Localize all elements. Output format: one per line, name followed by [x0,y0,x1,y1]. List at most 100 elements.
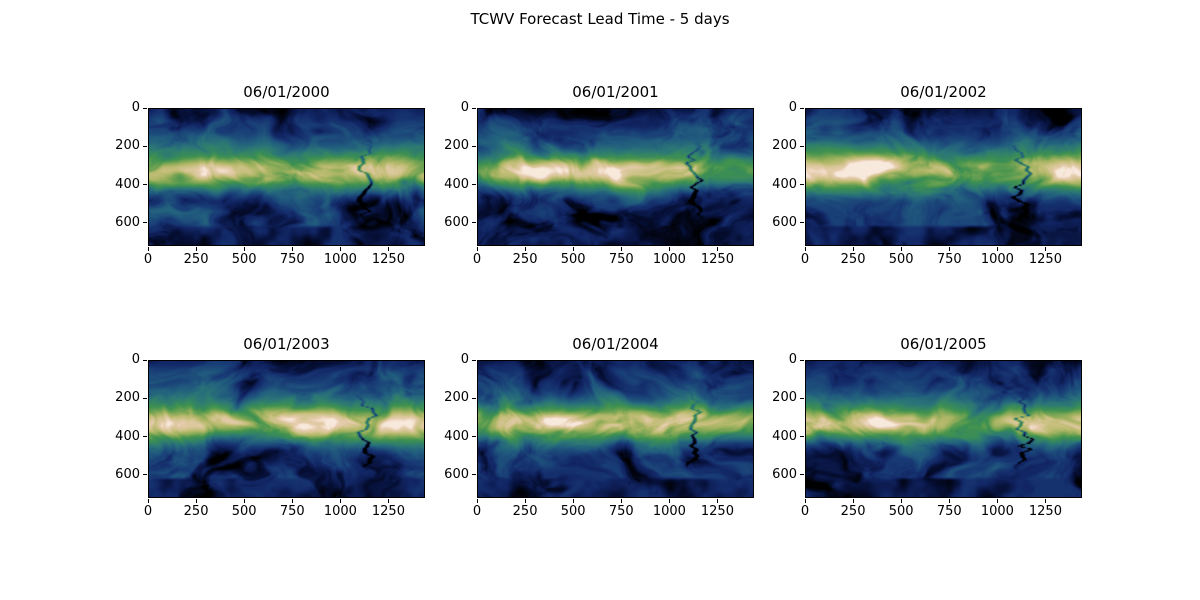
x-tick-label: 500 [888,504,914,519]
x-tick-mark [620,247,622,251]
x-tick-mark [668,499,670,503]
y-tick-mark [800,107,804,109]
x-tick-label: 0 [472,252,482,267]
x-tick-label: 250 [183,504,209,519]
x-tick-label: 250 [840,252,866,267]
x-tick-label: 1000 [652,252,686,267]
x-tick-label: 250 [183,252,209,267]
y-tick-label: 0 [460,100,469,115]
x-tick-mark [668,247,670,251]
subplot-2005: 06/01/2005 0 250 500 750 1000 1250 0 200 400 600 [772,335,1082,519]
figure-suptitle: TCWV Forecast Lead Time - 5 days [470,10,730,28]
x-tick-label: 1000 [323,504,357,519]
y-tick-label: 400 [115,428,140,444]
x-tick-mark [243,247,245,251]
x-tick-label: 0 [143,504,153,519]
heatmap-axes [805,108,1082,246]
heatmap-axes [148,108,425,246]
y-tick-label: 200 [115,390,140,406]
tcwv-heatmap-canvas [806,109,1081,245]
y-tick-label: 600 [772,214,797,230]
y-tick-label: 0 [788,100,797,115]
subplot-2004: 06/01/2004 0 250 500 750 1000 1250 0 200 400 600 [444,335,754,519]
x-tick-label: 1250 [700,252,734,267]
x-tick-mark [476,247,478,251]
x-tick-mark [716,499,718,503]
x-tick-mark [900,247,902,251]
y-tick-label: 400 [115,176,140,192]
y-tick-label: 600 [772,466,797,482]
y-tick-mark [800,474,804,476]
heatmap-axes [805,360,1082,498]
x-tick-mark [948,247,950,251]
x-tick-mark [476,499,478,503]
x-tick-mark [387,247,389,251]
x-tick-label: 750 [936,504,962,519]
x-tick-label: 0 [143,252,153,267]
x-tick-mark [147,247,149,251]
x-tick-label: 1250 [1028,252,1062,267]
y-tick-label: 0 [131,352,140,367]
y-tick-mark [800,359,804,361]
y-tick-label: 200 [772,390,797,406]
x-tick-mark [948,499,950,503]
y-tick-mark [800,184,804,186]
x-tick-mark [524,247,526,251]
x-tick-mark [339,499,341,503]
x-tick-label: 1000 [323,252,357,267]
x-tick-mark [852,247,854,251]
y-tick-mark [143,359,147,361]
x-tick-label: 500 [231,252,257,267]
y-tick-mark [800,397,804,399]
x-tick-label: 750 [279,252,305,267]
x-tick-label: 1250 [371,504,405,519]
heatmap-axes [477,360,754,498]
subplot-2001: 06/01/2001 0 250 500 750 1000 1250 0 200 400 600 [444,83,754,267]
subplot-title: 06/01/2001 [572,83,659,101]
tcwv-heatmap-canvas [478,361,753,497]
x-tick-label: 1000 [980,504,1014,519]
x-tick-mark [716,247,718,251]
y-tick-mark [800,222,804,224]
y-tick-mark [472,107,476,109]
subplot-2000: 06/01/2000 0 250 500 750 1000 1250 0 200 400 600 [115,83,425,267]
subplot-title: 06/01/2002 [900,83,987,101]
x-tick-mark [524,499,526,503]
y-tick-label: 600 [115,466,140,482]
y-tick-mark [143,436,147,438]
x-tick-label: 750 [608,504,634,519]
subplot-2002: 06/01/2002 0 250 500 750 1000 1250 0 200 400 600 [772,83,1082,267]
tcwv-heatmap-canvas [478,109,753,245]
y-tick-mark [472,436,476,438]
x-tick-mark [387,499,389,503]
x-tick-label: 1000 [652,504,686,519]
x-tick-mark [339,247,341,251]
y-tick-mark [143,397,147,399]
x-tick-mark [804,499,806,503]
y-tick-mark [472,397,476,399]
y-tick-mark [143,474,147,476]
tcwv-heatmap-canvas [149,361,424,497]
x-tick-label: 750 [279,504,305,519]
tcwv-heatmap-canvas [149,109,424,245]
y-tick-mark [143,222,147,224]
subplot-2003: 06/01/2003 0 250 500 750 1000 1250 0 200 400 600 [115,335,425,519]
y-tick-label: 200 [772,138,797,154]
x-tick-mark [195,247,197,251]
subplot-title: 06/01/2003 [243,335,330,353]
x-tick-label: 750 [608,252,634,267]
x-tick-mark [572,247,574,251]
y-tick-mark [472,145,476,147]
x-tick-mark [1044,499,1046,503]
subplot-title: 06/01/2004 [572,335,659,353]
x-tick-label: 1250 [371,252,405,267]
y-tick-label: 0 [131,100,140,115]
x-tick-mark [1044,247,1046,251]
x-tick-label: 0 [472,504,482,519]
y-tick-mark [143,145,147,147]
heatmap-axes [148,360,425,498]
x-tick-mark [291,247,293,251]
x-tick-mark [996,499,998,503]
y-tick-mark [143,184,147,186]
